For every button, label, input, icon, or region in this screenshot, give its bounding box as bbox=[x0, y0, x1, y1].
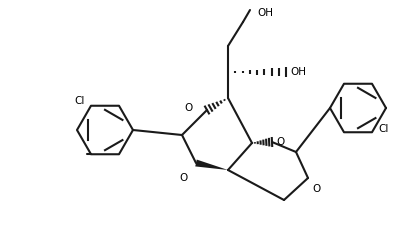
Polygon shape bbox=[195, 160, 228, 170]
Text: O: O bbox=[185, 103, 193, 113]
Text: OH: OH bbox=[290, 67, 306, 77]
Text: O: O bbox=[312, 184, 320, 194]
Text: O: O bbox=[276, 137, 284, 147]
Text: Cl: Cl bbox=[378, 124, 388, 134]
Text: Cl: Cl bbox=[75, 96, 85, 106]
Text: OH: OH bbox=[257, 8, 273, 18]
Text: O: O bbox=[180, 173, 188, 183]
